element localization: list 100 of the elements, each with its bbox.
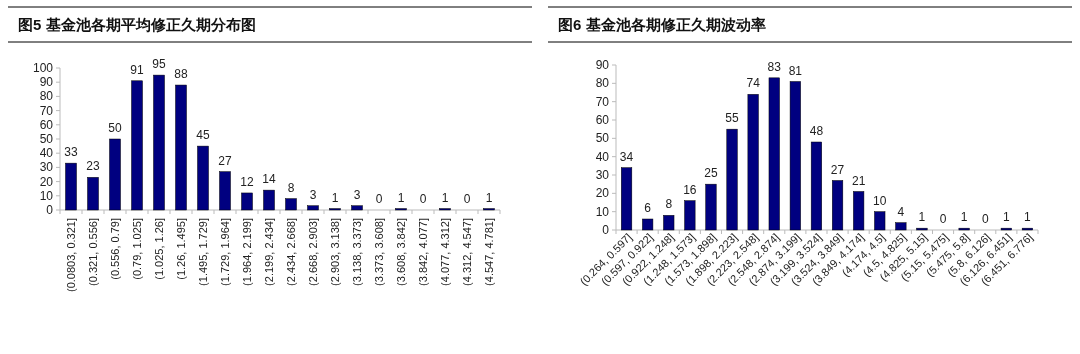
data-label: 1 [441,190,449,205]
x-tick-label: (4.077, 4.312] [439,218,451,286]
bar [109,138,121,211]
x-tick-label: (0.79, 1.025] [131,218,143,280]
data-label: 0 [419,192,427,206]
data-label: 1 [1024,210,1032,225]
data-label: 1 [485,190,493,205]
data-label: 1 [331,190,339,205]
data-label: 83 [767,59,782,74]
bar [307,205,319,211]
y-tick-label: 10 [39,188,54,203]
x-tick-label: (1.495, 1.729] [197,218,209,286]
bar [768,77,780,231]
y-tick-label: 50 [595,131,610,146]
y-tick-label: 70 [39,103,54,118]
data-label: 1 [960,210,968,225]
x-tick-label: (2.434, 2.668] [285,218,297,286]
data-label: 81 [788,63,803,78]
data-label: 88 [174,67,188,82]
data-label: 0 [939,212,947,226]
bar [895,222,907,231]
y-tick-label: 40 [39,146,54,161]
y-tick-label: 100 [32,61,54,75]
chart-title: 图5 基金池各期平均修正久期分布图 [18,16,256,33]
bar [874,211,886,231]
y-tick-label: 60 [595,113,610,127]
chart-title: 图6 基金池各期修正久期波动率 [558,16,766,33]
x-tick-label: (1.025, 1.26] [153,218,165,280]
y-tick-label: 50 [39,132,54,146]
x-tick-label: (3.842, 4.077] [417,218,429,286]
data-label: 48 [809,124,824,138]
data-label: 12 [240,174,254,189]
x-tick-label: (4.312, 4.547] [461,218,473,286]
y-tick-label: 40 [595,149,610,164]
bar [65,162,77,211]
data-label: 8 [665,197,673,212]
bar [263,189,275,211]
bar [175,84,187,211]
y-tick-label: 60 [39,117,54,132]
x-tick-label: (2.903, 3.138] [329,218,341,286]
bar [241,192,253,211]
bar [726,128,738,231]
y-tick-label: 80 [39,89,54,104]
data-label: 21 [851,173,866,188]
data-label: 27 [830,162,845,177]
bar [810,141,822,231]
data-label: 45 [196,128,210,143]
data-label: 6 [644,201,652,215]
x-tick-label: (0.0803, 0.321] [65,218,77,293]
x-tick-label: (1.729, 1.964] [219,218,231,286]
data-label: 74 [746,76,761,91]
x-tick-label: (3.373, 3.608] [373,218,385,286]
data-label: 91 [130,62,144,77]
bar [131,80,143,211]
data-label: 3 [353,187,361,202]
bar [853,191,865,231]
data-label: 0 [981,212,989,226]
y-tick-label: 20 [39,174,54,189]
data-label: 55 [725,111,740,126]
data-label: 10 [873,193,887,208]
bar [351,205,363,211]
bar [87,177,99,211]
data-label: 25 [704,166,718,181]
x-tick-label: (4.547, 4.781] [483,218,495,286]
x-tick-label: (1.964, 2.199] [241,218,253,286]
data-label: 1 [1003,210,1011,225]
y-tick-label: 30 [595,168,610,182]
bar [219,171,231,211]
y-tick-label: 90 [595,58,610,72]
data-label: 14 [262,172,276,187]
y-tick-label: 90 [39,75,54,90]
data-label: 1 [918,210,926,225]
data-label: 95 [152,57,166,72]
y-tick-label: 30 [39,160,54,175]
bar [197,145,209,211]
bar [285,198,297,211]
y-tick-label: 0 [46,203,54,217]
data-label: 3 [309,187,317,202]
data-label: 8 [287,180,295,195]
y-tick-label: 10 [595,204,610,219]
bar [663,215,675,231]
y-tick-label: 70 [595,94,610,109]
y-tick-label: 20 [595,186,610,201]
x-tick-label: (2.668, 2.903] [307,218,319,286]
bar [705,183,717,231]
data-label: 0 [375,192,383,206]
data-label: 0 [463,192,471,206]
y-tick-label: 0 [602,223,610,237]
data-label: 23 [86,159,100,174]
data-label: 50 [108,121,122,135]
data-label: 4 [897,204,905,219]
data-label: 33 [64,145,78,160]
x-tick-label: (3.608, 3.842] [395,218,407,286]
x-tick-label: (0.321, 0.556] [87,218,99,286]
x-tick-label: (2.199, 2.434] [263,218,275,286]
bar [832,180,844,231]
data-label: 1 [397,190,405,205]
bar [621,167,633,231]
x-tick-label: (1.26, 1.495] [175,218,187,280]
data-label: 27 [218,153,232,168]
